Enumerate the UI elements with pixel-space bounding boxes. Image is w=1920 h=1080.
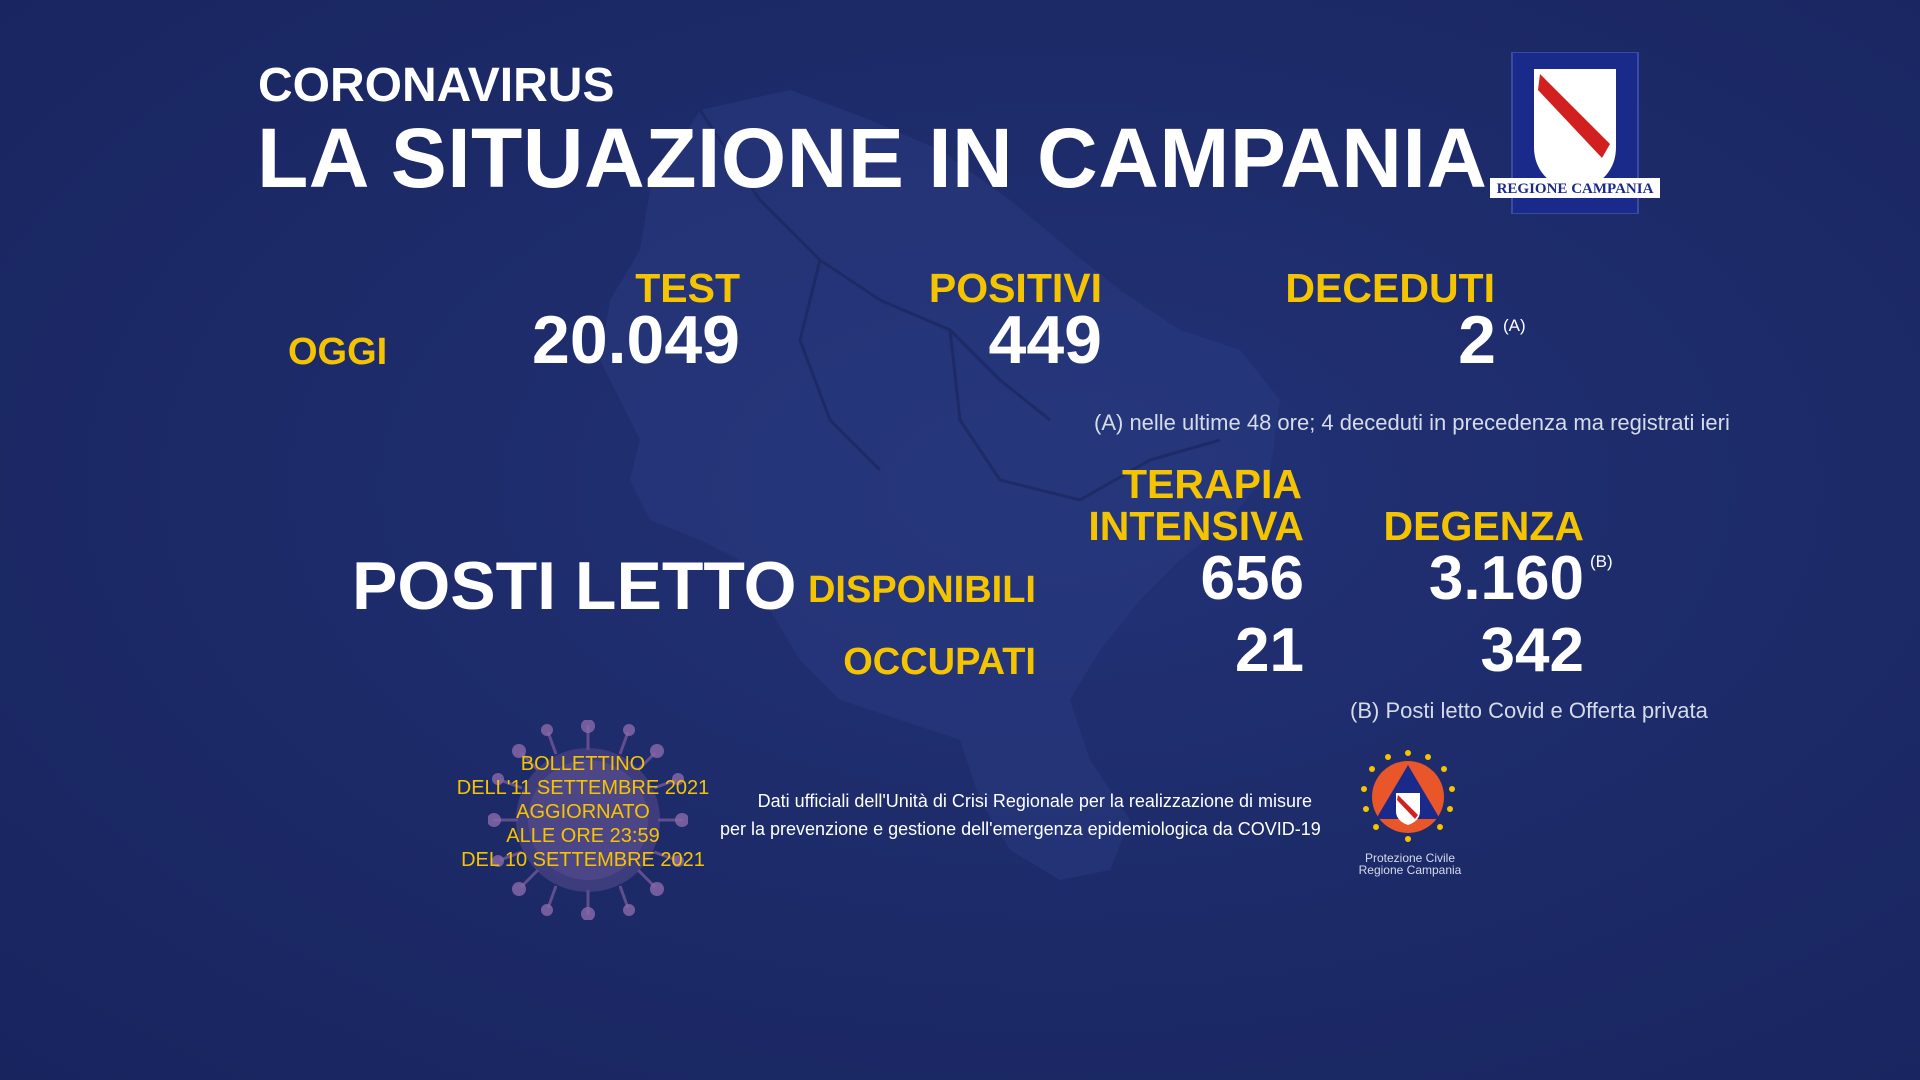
source-line1: Dati ufficiali dell'Unità di Crisi Regio…	[757, 791, 1312, 811]
disponibili-label: DISPONIBILI	[807, 569, 1036, 611]
disponibili-terapia-intensiva-value: 656	[1200, 544, 1304, 613]
deceduti-note-marker: (A)	[1503, 316, 1526, 335]
kicker: CORONAVIRUS	[258, 59, 615, 112]
source-line2: per la prevenzione e gestione dell'emerg…	[720, 819, 1321, 839]
deceduti-value: 2	[1458, 302, 1496, 378]
positivi-label: POSITIVI	[928, 265, 1102, 311]
bulletin-line4: ALLE ORE 23:59	[506, 825, 660, 847]
today-row-label: OGGI	[288, 331, 388, 373]
occupati-label: OCCUPATI	[843, 641, 1036, 683]
terapia-intensiva-label-line2: INTENSIVA	[1088, 503, 1304, 549]
disponibili-degenza-value: 3.160	[1428, 544, 1584, 613]
test-label: TEST	[635, 265, 740, 311]
bulletin-line2: DELL'11 SETTEMBRE 2021	[456, 777, 710, 799]
bulletin-line5: DEL 10 SETTEMBRE 2021	[461, 849, 705, 871]
test-value: 20.049	[532, 302, 740, 378]
note-a: (A) nelle ultime 48 ore; 4 deceduti in p…	[1094, 410, 1730, 435]
terapia-intensiva-label-line1: TERAPIA	[1122, 461, 1302, 507]
positivi-value: 449	[988, 302, 1102, 378]
regione-campania-logo-icon: REGIONE CAMPANIA	[1490, 51, 1660, 215]
coronavirus-icon	[488, 720, 688, 920]
bulletin-line1: BOLLETTINO	[520, 753, 646, 775]
protezione-civile-line2: Regione Campania	[1358, 863, 1462, 877]
degenza-label: DEGENZA	[1383, 503, 1584, 549]
occupati-degenza-value: 342	[1480, 616, 1584, 685]
logo-text: REGIONE CAMPANIA	[1497, 181, 1654, 197]
deceduti-label: DECEDUTI	[1285, 265, 1495, 311]
protezione-civile-line1: Protezione Civile	[1364, 851, 1456, 865]
note-b: (B) Posti letto Covid e Offerta privata	[1350, 698, 1708, 723]
protezione-civile-logo-icon	[1361, 750, 1455, 842]
posti-letto-title: POSTI LETTO	[352, 548, 797, 624]
page-title: LA SITUAZIONE IN CAMPANIA	[257, 111, 1488, 205]
occupati-terapia-intensiva-value: 21	[1235, 616, 1304, 685]
degenza-note-marker: (B)	[1590, 552, 1613, 571]
bulletin-line3: AGGIORNATO	[516, 801, 650, 823]
